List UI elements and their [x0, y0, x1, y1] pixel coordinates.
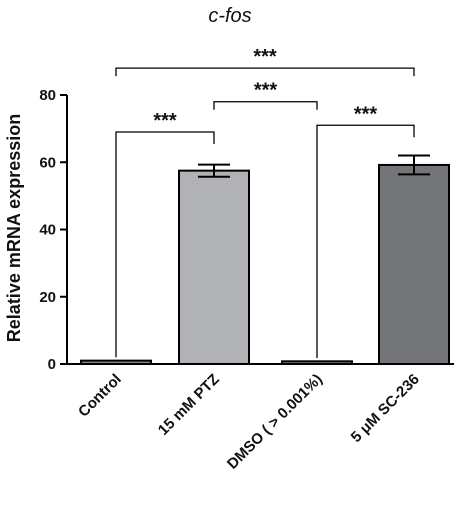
category-label: 15 mM PTZ: [155, 371, 223, 439]
significance-label: ***: [253, 46, 277, 68]
significance-bracket: [316, 124, 415, 358]
y-tick-label: 0: [48, 356, 56, 373]
significance-bracket: [115, 67, 415, 77]
y-tick-label: 40: [39, 222, 56, 239]
significance-bracket: [115, 131, 215, 358]
y-tick-label: 20: [39, 289, 56, 306]
y-tick-label: 60: [39, 154, 56, 171]
bar: [178, 169, 250, 365]
significance-label: ***: [254, 80, 278, 102]
significance-label: ***: [354, 103, 378, 125]
bar: [378, 163, 450, 365]
category-label: DMSO ( > 0.001%): [224, 371, 326, 473]
chart-title: c-fos: [208, 5, 251, 27]
significance-bracket: [213, 101, 318, 110]
category-label: 5 μM SC-236: [348, 371, 423, 446]
y-axis-label: Relative mRNA expression: [4, 114, 24, 342]
category-label: Control: [75, 371, 125, 421]
y-tick-label: 80: [39, 87, 56, 104]
significance-label: ***: [153, 110, 177, 132]
